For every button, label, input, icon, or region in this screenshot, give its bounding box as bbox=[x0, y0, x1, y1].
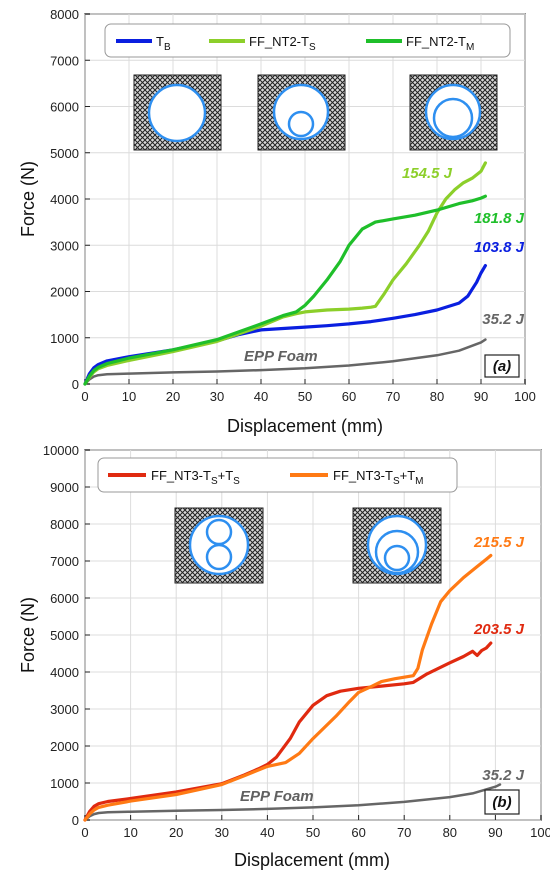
x-tick-label: 80 bbox=[443, 825, 457, 840]
x-tick-label: 20 bbox=[166, 389, 180, 404]
x-tick-label: 60 bbox=[342, 389, 356, 404]
series-line-ff-nt2-ts bbox=[83, 161, 487, 386]
y-tick-label: 9000 bbox=[50, 480, 79, 495]
panel-b-legend: FF_NT3-TS+TS FF_NT3-TS+TM bbox=[97, 457, 458, 493]
energy-label-ff-nt2-ts: 154.5 J bbox=[402, 165, 453, 182]
y-tick-label: 5000 bbox=[50, 146, 79, 161]
y-tick-label: 6000 bbox=[50, 591, 79, 606]
energy-label-epp-b: 35.2 J bbox=[482, 767, 524, 784]
panel-a-chart: 0 10 20 30 40 50 60 70 80 90 100010002000300040005… bbox=[18, 7, 536, 436]
y-tick-label: 2000 bbox=[50, 739, 79, 754]
y-tick-label: 5000 bbox=[50, 628, 79, 643]
energy-label-epp: 35.2 J bbox=[482, 311, 524, 328]
y-tick-label: 4000 bbox=[50, 665, 79, 680]
y-tick-label: 2000 bbox=[50, 285, 79, 300]
panel-a-legend: TB FF_NT2-TS FF_NT2-TM bbox=[104, 23, 511, 58]
x-tick-label: 50 bbox=[298, 389, 312, 404]
x-tick-label: 10 bbox=[122, 389, 136, 404]
panel-label-a: (a) bbox=[493, 358, 511, 375]
legend-label-ff-nt2-tm: FF_NT2-TM bbox=[406, 34, 474, 53]
y-tick-label: 1000 bbox=[50, 331, 79, 346]
x-tick-label: 70 bbox=[397, 825, 411, 840]
x-tick-label: 30 bbox=[210, 389, 224, 404]
x-tick-label: 60 bbox=[351, 825, 365, 840]
schematic-tb bbox=[133, 74, 222, 151]
energy-label-ff-nt2-tm: 181.8 J bbox=[474, 210, 525, 227]
series-line-t-b bbox=[83, 264, 487, 386]
y-tick-label: 3000 bbox=[50, 702, 79, 717]
x-tick-label: 90 bbox=[488, 825, 502, 840]
y-tick-label: 8000 bbox=[50, 7, 79, 22]
epp-foam-label-b: EPP Foam bbox=[240, 788, 314, 805]
panel-label-b: (b) bbox=[492, 794, 511, 811]
legend-label-tb: TB bbox=[156, 34, 171, 53]
epp-foam-label-a: EPP Foam bbox=[244, 348, 318, 365]
x-tick-label: 0 bbox=[81, 825, 88, 840]
x-tick-label: 80 bbox=[430, 389, 444, 404]
legend-label-ff-nt2-ts: FF_NT2-TS bbox=[249, 34, 316, 53]
x-tick-label: 20 bbox=[169, 825, 183, 840]
series-line-epp bbox=[83, 338, 487, 386]
x-axis-title-a: Displacement (mm) bbox=[227, 416, 383, 436]
schematic-ff-nt3-ts-tm bbox=[352, 507, 442, 584]
series-line-ff-nt2-tm bbox=[83, 194, 487, 386]
schematic-ff-nt3-ts-ts bbox=[174, 507, 264, 584]
x-tick-label: 40 bbox=[260, 825, 274, 840]
x-tick-label: 10 bbox=[123, 825, 137, 840]
energy-label-ff-nt3-ts-tm: 215.5 J bbox=[473, 534, 525, 551]
y-tick-label: 0 bbox=[72, 377, 79, 392]
schematic-ff-nt2-tm bbox=[409, 74, 498, 151]
energy-label-ff-nt3-ts-ts: 203.5 J bbox=[473, 621, 525, 638]
y-tick-label: 6000 bbox=[50, 100, 79, 115]
y-axis-title-a: Force (N) bbox=[18, 161, 38, 237]
y-tick-label: 7000 bbox=[50, 554, 79, 569]
y-tick-label: 4000 bbox=[50, 192, 79, 207]
panel-b-chart: 0 10 20 30 40 50 60 70 80 90 100010002000300040005… bbox=[18, 443, 550, 870]
legend-label-ff-nt3-ts-ts: FF_NT3-TS+TS bbox=[151, 468, 240, 487]
x-axis-title-b: Displacement (mm) bbox=[234, 850, 390, 870]
schematic-ff-nt2-ts bbox=[257, 74, 346, 151]
x-tick-label: 90 bbox=[474, 389, 488, 404]
y-axis-title-b: Force (N) bbox=[18, 597, 38, 673]
x-tick-label: 30 bbox=[215, 825, 229, 840]
x-tick-label: 40 bbox=[254, 389, 268, 404]
y-tick-label: 10000 bbox=[43, 443, 79, 458]
legend-label-ff-nt3-ts-tm: FF_NT3-TS+TM bbox=[333, 468, 424, 487]
x-tick-label: 100 bbox=[514, 389, 536, 404]
series-line-epp bbox=[83, 783, 502, 822]
y-tick-label: 3000 bbox=[50, 238, 79, 253]
x-tick-label: 100 bbox=[530, 825, 550, 840]
y-tick-label: 8000 bbox=[50, 517, 79, 532]
y-tick-label: 0 bbox=[72, 813, 79, 828]
x-tick-label: 0 bbox=[81, 389, 88, 404]
x-tick-label: 50 bbox=[306, 825, 320, 840]
y-tick-label: 7000 bbox=[50, 53, 79, 68]
x-tick-label: 70 bbox=[386, 389, 400, 404]
energy-label-tb: 103.8 J bbox=[474, 239, 525, 256]
series-line-ff-nt3-ts-tm bbox=[83, 553, 493, 822]
y-tick-label: 1000 bbox=[50, 776, 79, 791]
series-line-ff-nt3-ts-ts bbox=[83, 641, 493, 822]
